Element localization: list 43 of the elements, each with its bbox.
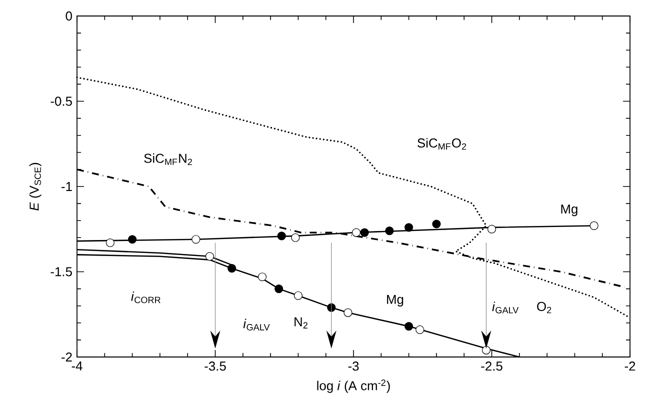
y-tick-label: -1.5 (50, 267, 72, 276)
annotation: O$_{2}$ (537, 302, 552, 314)
point (258, 272, 267, 282)
point (344, 308, 352, 317)
annotation: SiC$_{MF}$N$_{2}$ (144, 153, 192, 166)
point (432, 220, 441, 228)
y-tick-label: -1 (62, 182, 72, 191)
point (128, 235, 137, 244)
point (277, 232, 286, 240)
x-tick-label: -3 (348, 362, 359, 371)
annotation: i$_{CORR}$ (131, 291, 160, 304)
y-tick-label: -2 (62, 352, 72, 362)
point (416, 325, 424, 334)
point (228, 264, 236, 273)
annotation: Mg (387, 294, 404, 307)
point (385, 226, 394, 236)
point (360, 228, 369, 237)
y-axis-title: E (V$_{SCE}$) (29, 162, 42, 210)
point (294, 291, 302, 300)
point (205, 252, 214, 261)
point (327, 303, 336, 312)
point (274, 284, 284, 294)
point (291, 233, 300, 242)
point (590, 221, 598, 230)
annotation: Mg (561, 204, 578, 216)
x-tick-label: -2 (624, 362, 636, 371)
annotation: i$_{GALV}$ (492, 302, 519, 314)
point (352, 228, 361, 237)
y-tick-label: -0.5 (50, 96, 72, 106)
annotation: N$_{2}$ (294, 317, 308, 328)
point (192, 235, 200, 244)
x-tick-label: -2.5 (481, 362, 502, 371)
point (404, 322, 414, 331)
x-axis-title: log i (A cm$^{-2}$) (317, 380, 390, 393)
annotation: i$_{GALV}$ (243, 318, 270, 330)
point (487, 224, 496, 234)
annotation: SiC$_{MF}$O$_{2}$ (418, 138, 466, 150)
point (106, 238, 114, 248)
point (482, 346, 491, 354)
point (404, 223, 414, 232)
x-tick-label: -3.5 (204, 362, 226, 371)
y-tick-label: 0 (66, 11, 72, 21)
x-tick-label: -4 (72, 362, 82, 370)
